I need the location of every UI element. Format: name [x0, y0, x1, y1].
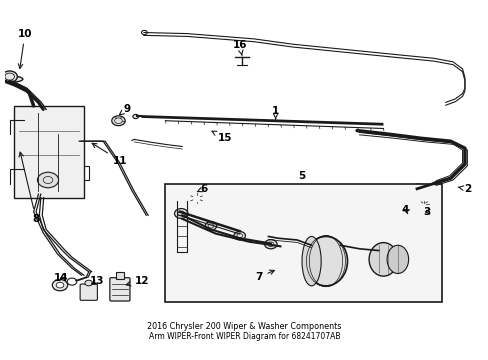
Circle shape	[415, 198, 432, 210]
Ellipse shape	[302, 237, 321, 286]
Text: 4: 4	[401, 205, 409, 215]
Ellipse shape	[368, 243, 397, 276]
Bar	[165, 184, 442, 302]
Text: 15: 15	[212, 131, 232, 143]
Ellipse shape	[304, 237, 347, 286]
Ellipse shape	[386, 245, 408, 274]
Bar	[414, 184, 428, 195]
Text: 11: 11	[92, 143, 127, 166]
Ellipse shape	[0, 76, 23, 82]
Text: 3: 3	[422, 207, 429, 217]
Circle shape	[205, 222, 216, 230]
Bar	[15, 106, 84, 198]
Bar	[116, 272, 123, 279]
Text: 6: 6	[197, 184, 207, 194]
Text: 12: 12	[126, 275, 149, 286]
Circle shape	[56, 282, 64, 288]
Text: 16: 16	[232, 40, 246, 56]
Text: 14: 14	[54, 273, 68, 283]
Text: 9: 9	[119, 104, 130, 115]
Text: 10: 10	[18, 28, 32, 68]
Circle shape	[85, 280, 92, 286]
Circle shape	[52, 279, 67, 291]
Text: 1: 1	[271, 106, 279, 119]
Text: 8: 8	[19, 152, 40, 224]
Text: Arm WIPER-Front WIPER Diagram for 68241707AB: Arm WIPER-Front WIPER Diagram for 682417…	[148, 333, 340, 342]
Text: 13: 13	[90, 276, 104, 286]
Circle shape	[133, 114, 138, 118]
Circle shape	[233, 231, 245, 240]
Text: 2016 Chrysler 200 Wiper & Washer Components: 2016 Chrysler 200 Wiper & Washer Compone…	[147, 322, 341, 331]
Text: 5: 5	[298, 171, 305, 181]
FancyBboxPatch shape	[110, 278, 130, 301]
Circle shape	[38, 172, 59, 188]
Circle shape	[141, 30, 147, 35]
Circle shape	[189, 193, 203, 204]
FancyBboxPatch shape	[80, 284, 97, 300]
Circle shape	[393, 194, 412, 208]
Text: 2: 2	[457, 184, 470, 194]
Text: 7: 7	[255, 270, 274, 282]
Circle shape	[112, 116, 125, 126]
Circle shape	[264, 240, 277, 249]
Circle shape	[174, 208, 187, 219]
Circle shape	[2, 71, 17, 82]
